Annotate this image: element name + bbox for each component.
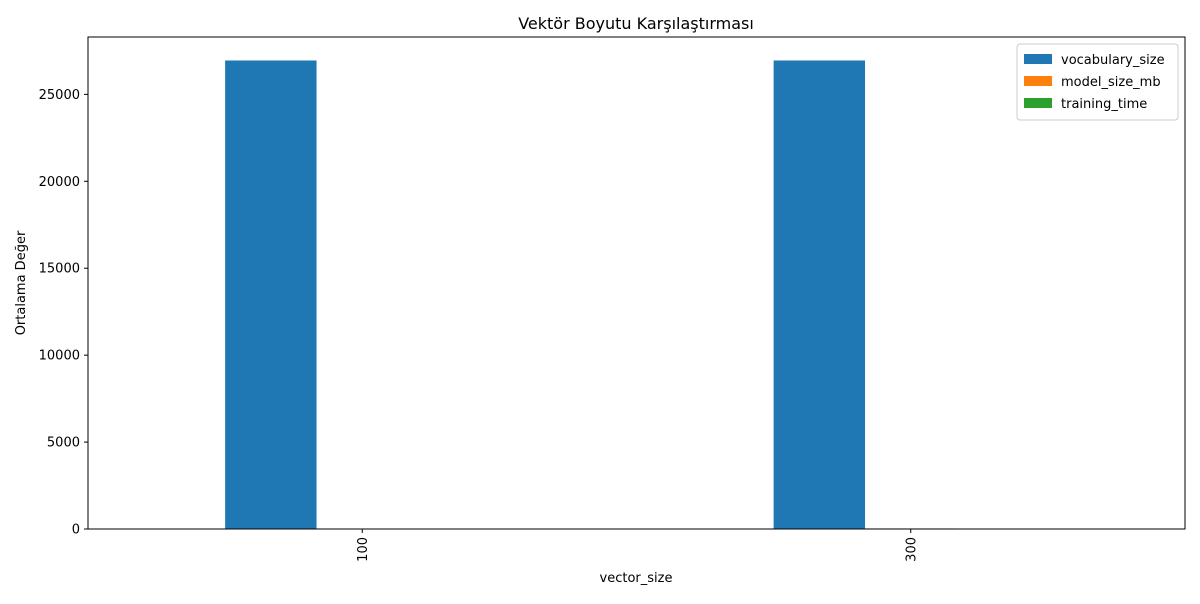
- y-tick-label: 15000: [39, 262, 80, 277]
- chart-title: Vektör Boyutu Karşılaştırması: [518, 14, 754, 33]
- x-tick-label: 100: [356, 537, 371, 562]
- legend-swatch-training_time: [1024, 98, 1052, 108]
- legend-label-model_size_mb: model_size_mb: [1061, 75, 1161, 90]
- y-tick-label: 0: [72, 523, 80, 538]
- legend-label-vocabulary_size: vocabulary_size: [1061, 53, 1165, 68]
- legend-swatch-vocabulary_size: [1024, 54, 1052, 64]
- x-axis: 100 300: [356, 529, 920, 562]
- bar-vocabulary_size-300: [774, 60, 865, 529]
- x-tick-label: 300: [904, 537, 919, 562]
- legend: vocabulary_size model_size_mb training_tim…: [1017, 44, 1178, 120]
- legend-swatch-model_size_mb: [1024, 76, 1052, 86]
- legend-label-training_time: training_time: [1061, 97, 1147, 112]
- y-axis-label: Ortalama Değer: [14, 230, 29, 335]
- x-axis-label: vector_size: [600, 571, 673, 586]
- bar-vocabulary_size-100: [225, 60, 316, 529]
- bars-group: [225, 60, 1048, 529]
- y-tick-label: 20000: [39, 175, 80, 190]
- y-tick-label: 25000: [39, 88, 80, 103]
- y-tick-label: 5000: [47, 436, 80, 451]
- y-tick-label: 10000: [39, 349, 80, 364]
- y-axis: 0 5000 10000 15000 20000 25000: [39, 88, 88, 538]
